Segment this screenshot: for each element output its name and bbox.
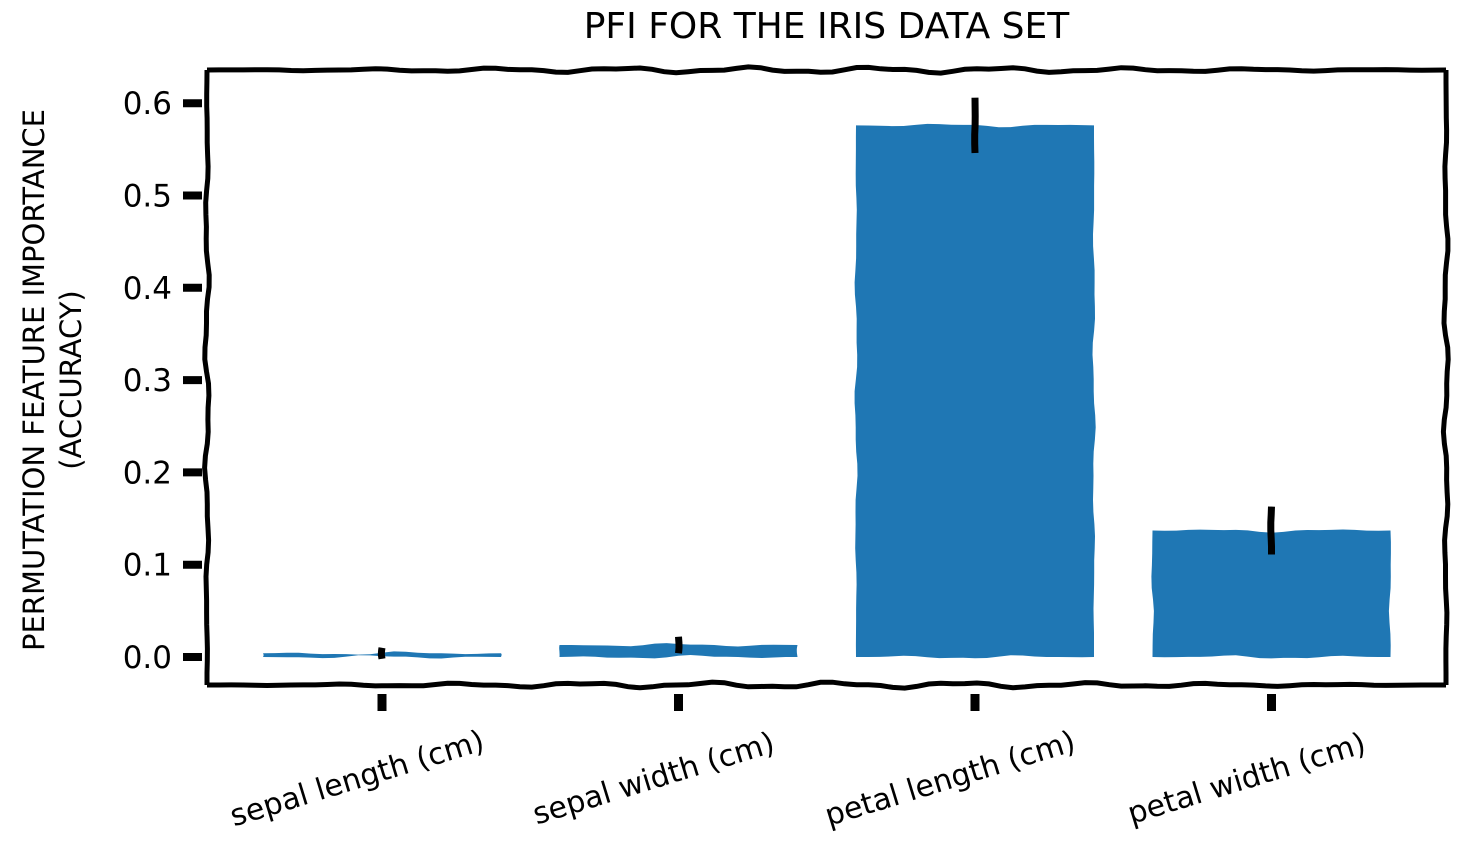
error-bar-petal-width-cm [1267,506,1275,555]
error-bar-sepal-width-cm [675,636,683,654]
y-tick-label: 0.4 [123,271,172,307]
error-bar-sepal-length-cm [377,647,386,660]
y-tick-label: 0.5 [123,179,172,215]
y-tick-label: 0.3 [123,363,172,399]
top-spine [206,64,1447,76]
x-tick-label-sepal-length-cm: sepal length (cm) [226,724,488,835]
bottom-spine [207,679,1446,691]
right-spine [1440,70,1451,685]
chart-title: PFI FOR THE IRIS DATA SET [583,6,1070,47]
bar-petal-length-cm [854,123,1096,659]
y-tick-label: 0.0 [123,640,172,676]
x-tick-label-petal-width-cm: petal width (cm) [1124,726,1370,832]
error-bar-petal-length-cm [971,97,979,154]
y-tick-label: 0.6 [123,86,172,122]
y-tick-label: 0.2 [123,455,172,491]
x-tick-label-sepal-width-cm: sepal width (cm) [529,726,779,833]
x-tick-label-petal-length-cm: petal length (cm) [821,724,1080,833]
left-spine [202,69,212,685]
bar-petal-width-cm [1151,529,1391,659]
y-tick-label: 0.1 [123,548,172,584]
